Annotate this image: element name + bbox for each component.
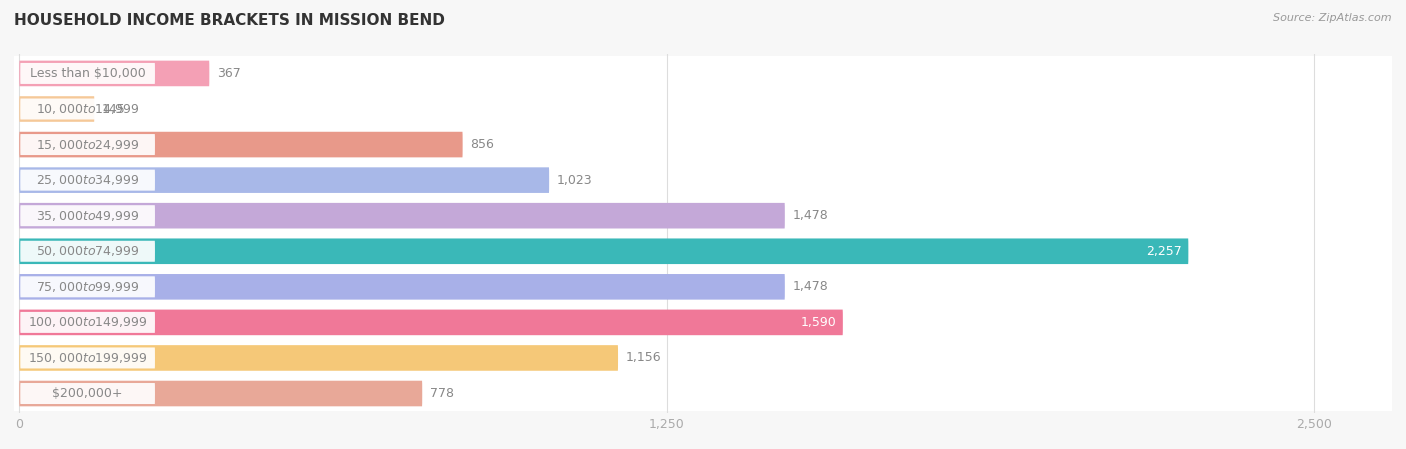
FancyBboxPatch shape <box>20 381 422 406</box>
FancyBboxPatch shape <box>20 276 155 297</box>
Text: 1,590: 1,590 <box>801 316 837 329</box>
FancyBboxPatch shape <box>20 205 155 226</box>
Text: $10,000 to $14,999: $10,000 to $14,999 <box>37 102 139 116</box>
FancyBboxPatch shape <box>0 376 1392 411</box>
FancyBboxPatch shape <box>20 98 155 119</box>
FancyBboxPatch shape <box>20 61 209 86</box>
Text: 367: 367 <box>217 67 240 80</box>
Text: 1,478: 1,478 <box>793 280 828 293</box>
Text: $25,000 to $34,999: $25,000 to $34,999 <box>37 173 139 187</box>
FancyBboxPatch shape <box>0 198 1392 233</box>
FancyBboxPatch shape <box>0 340 1392 376</box>
FancyBboxPatch shape <box>20 345 619 371</box>
FancyBboxPatch shape <box>0 56 1392 91</box>
Text: $200,000+: $200,000+ <box>52 387 122 400</box>
Text: 1,023: 1,023 <box>557 174 592 187</box>
FancyBboxPatch shape <box>20 63 155 84</box>
Text: $150,000 to $199,999: $150,000 to $199,999 <box>28 351 148 365</box>
Text: $50,000 to $74,999: $50,000 to $74,999 <box>37 244 139 258</box>
FancyBboxPatch shape <box>0 233 1392 269</box>
FancyBboxPatch shape <box>20 238 1188 264</box>
Text: 145: 145 <box>103 102 127 115</box>
Text: Source: ZipAtlas.com: Source: ZipAtlas.com <box>1274 13 1392 23</box>
FancyBboxPatch shape <box>20 134 155 155</box>
FancyBboxPatch shape <box>20 241 155 262</box>
FancyBboxPatch shape <box>0 269 1392 304</box>
FancyBboxPatch shape <box>20 203 785 229</box>
Text: 856: 856 <box>471 138 495 151</box>
FancyBboxPatch shape <box>20 170 155 191</box>
Text: 2,257: 2,257 <box>1146 245 1182 258</box>
FancyBboxPatch shape <box>20 96 94 122</box>
Text: 1,478: 1,478 <box>793 209 828 222</box>
FancyBboxPatch shape <box>20 348 155 369</box>
FancyBboxPatch shape <box>0 91 1392 127</box>
FancyBboxPatch shape <box>20 274 785 299</box>
FancyBboxPatch shape <box>20 310 842 335</box>
Text: Less than $10,000: Less than $10,000 <box>30 67 145 80</box>
FancyBboxPatch shape <box>20 167 550 193</box>
FancyBboxPatch shape <box>0 304 1392 340</box>
Text: 1,156: 1,156 <box>626 352 661 365</box>
FancyBboxPatch shape <box>20 132 463 157</box>
FancyBboxPatch shape <box>20 312 155 333</box>
FancyBboxPatch shape <box>20 383 155 404</box>
Text: $15,000 to $24,999: $15,000 to $24,999 <box>37 137 139 152</box>
Text: $75,000 to $99,999: $75,000 to $99,999 <box>37 280 139 294</box>
FancyBboxPatch shape <box>0 127 1392 163</box>
Text: HOUSEHOLD INCOME BRACKETS IN MISSION BEND: HOUSEHOLD INCOME BRACKETS IN MISSION BEN… <box>14 13 444 28</box>
FancyBboxPatch shape <box>0 163 1392 198</box>
Text: $35,000 to $49,999: $35,000 to $49,999 <box>37 209 139 223</box>
Text: $100,000 to $149,999: $100,000 to $149,999 <box>28 315 148 330</box>
Text: 778: 778 <box>430 387 454 400</box>
